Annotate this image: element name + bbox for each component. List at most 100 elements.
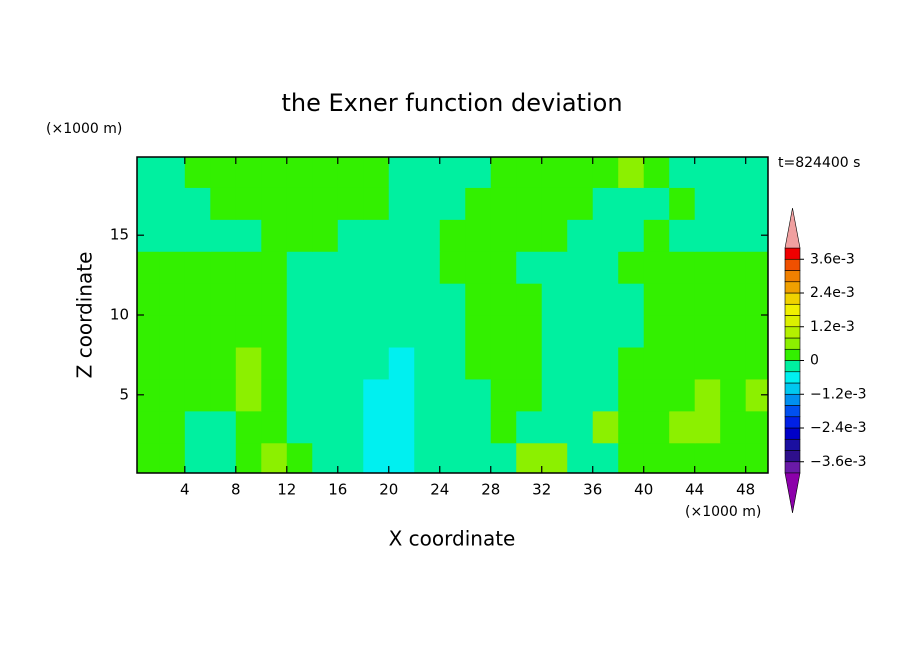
contour-cell	[516, 157, 543, 188]
contour-cell	[592, 378, 619, 412]
contour-cell	[184, 315, 211, 348]
contour-cell	[694, 251, 721, 284]
contour-cell	[516, 378, 543, 412]
contour-cell	[414, 378, 441, 412]
contour-cell	[286, 315, 313, 348]
contour-cell	[669, 251, 696, 284]
contour-cell	[414, 346, 441, 380]
contour-cell	[235, 410, 262, 444]
contour-cell	[184, 251, 211, 284]
contour-cell	[388, 410, 415, 444]
contour-cell	[235, 378, 262, 412]
colorbar-segment	[784, 371, 801, 384]
contour-cell	[312, 283, 339, 316]
contour-cell	[235, 442, 262, 473]
x-tick-label: 44	[685, 481, 704, 499]
contour-cell	[337, 346, 364, 380]
contour-cell	[516, 442, 543, 473]
contour-cell	[261, 187, 288, 220]
contour-cell	[137, 283, 160, 316]
contour-cell	[388, 157, 415, 188]
contour-cell	[337, 219, 364, 252]
contour-cell	[643, 315, 670, 348]
contour-cell	[516, 283, 543, 316]
contour-cell	[388, 346, 415, 380]
contour-cell	[337, 157, 364, 188]
contour-cell	[592, 346, 619, 380]
colorbar-tick-label: 2.4e-3	[810, 285, 855, 301]
contour-cell	[720, 346, 747, 380]
contour-cell	[210, 219, 237, 252]
contour-cell	[210, 251, 237, 284]
contour-cell	[312, 378, 339, 412]
colorbar-segment	[784, 416, 801, 429]
contour-cell	[465, 442, 492, 473]
contour-cell	[745, 251, 768, 284]
contour-cell	[184, 187, 211, 220]
contour-cell	[312, 346, 339, 380]
x-tick-label: 4	[180, 481, 190, 499]
contour-cell	[159, 157, 186, 188]
contour-cell	[490, 410, 517, 444]
contour-cell	[694, 187, 721, 220]
contour-cell	[567, 157, 594, 188]
colorbar-tick-label: −2.4e-3	[810, 420, 867, 436]
contour-cell	[567, 251, 594, 284]
contour-cell	[490, 315, 517, 348]
contour-cell	[312, 187, 339, 220]
contour-cell	[643, 187, 670, 220]
contour-cell	[669, 378, 696, 412]
contour-cell	[210, 378, 237, 412]
colorbar-segment	[784, 348, 801, 361]
contour-cell	[414, 442, 441, 473]
contour-cell	[439, 410, 466, 444]
contour-cell	[720, 378, 747, 412]
contour-cell	[286, 442, 313, 473]
contour-cell	[669, 283, 696, 316]
contour-cell	[439, 315, 466, 348]
contour-cell	[184, 378, 211, 412]
contour-cell	[567, 378, 594, 412]
contour-cell	[541, 442, 568, 473]
contour-cell	[745, 442, 768, 473]
contour-cell	[490, 378, 517, 412]
contour-cell	[286, 251, 313, 284]
contour-cell	[137, 346, 160, 380]
contour-cell	[414, 315, 441, 348]
contour-cell	[643, 442, 670, 473]
contour-cell	[388, 378, 415, 412]
contour-cell	[312, 219, 339, 252]
contour-cell	[388, 187, 415, 220]
y-tick-label: 15	[110, 226, 129, 244]
contour-cell	[337, 283, 364, 316]
contour-cell	[669, 157, 696, 188]
contour-cell	[694, 157, 721, 188]
contour-cell	[388, 315, 415, 348]
contour-cell	[312, 251, 339, 284]
contour-cell	[618, 410, 645, 444]
contour-cell	[439, 283, 466, 316]
contour-cell	[745, 346, 768, 380]
contour-cell	[745, 410, 768, 444]
contour-cell	[592, 157, 619, 188]
contour-cell	[414, 157, 441, 188]
contour-cell	[541, 378, 568, 412]
contour-cell	[235, 157, 262, 188]
contour-cell	[261, 378, 288, 412]
contour-cell	[618, 219, 645, 252]
contour-cell	[414, 187, 441, 220]
contour-cell	[643, 283, 670, 316]
colorbar-segment	[784, 326, 801, 339]
contour-cell	[159, 187, 186, 220]
contour-cell	[592, 187, 619, 220]
contour-cell	[363, 283, 390, 316]
x-tick-label: 48	[736, 481, 755, 499]
colorbar-tick-label: 1.2e-3	[810, 319, 855, 335]
contour-cell	[439, 157, 466, 188]
contour-cell	[312, 442, 339, 473]
contour-cell	[439, 346, 466, 380]
contour-cell	[363, 410, 390, 444]
colorbar-segment	[784, 427, 801, 440]
colorbar-segment	[784, 281, 801, 294]
